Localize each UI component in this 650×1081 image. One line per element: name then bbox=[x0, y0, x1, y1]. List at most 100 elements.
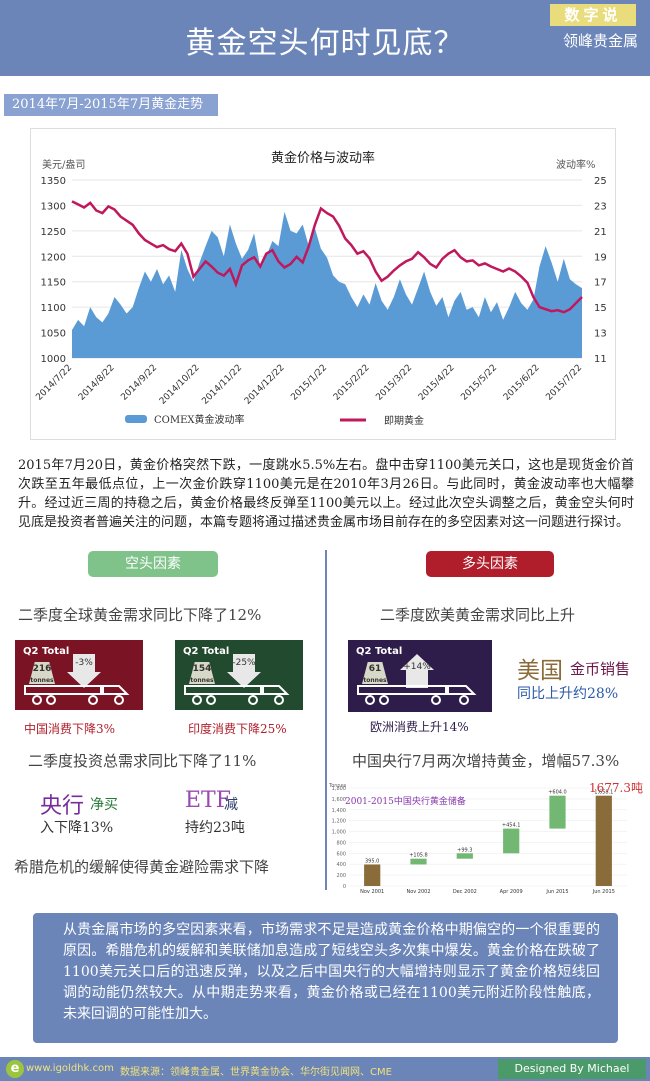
y-tick-label: 800 bbox=[336, 840, 346, 846]
y-tick-label: 200 bbox=[336, 873, 346, 879]
q2-total-label: Q2 Total bbox=[183, 646, 230, 657]
section-badge: 数字说 bbox=[550, 4, 636, 26]
central-bank-label: 央行 bbox=[40, 794, 85, 819]
period-label: 2014年7月-2015年7月黄金走势 bbox=[4, 94, 218, 116]
bear-headline-demand: 二季度全球黄金需求同比下降了12% bbox=[18, 606, 262, 624]
reserves-bar-label: +604.0 bbox=[548, 790, 567, 796]
x-tick-label: 2015/4/22 bbox=[417, 363, 457, 403]
bear-headline-greece: 希腊危机的缓解使得黄金避险需求下降 bbox=[14, 858, 270, 876]
tonnes-weight-icon: 61 tonnes bbox=[362, 662, 388, 684]
x-tick-label: 2015/5/22 bbox=[459, 363, 499, 403]
reserves-bar bbox=[456, 853, 473, 859]
bear-factors-title: 空头因素 bbox=[88, 551, 218, 577]
reserves-callout: 1677.3吨 bbox=[589, 781, 643, 795]
page-title: 黄金空头何时见底？ bbox=[185, 26, 465, 61]
left-tick-label: 1150 bbox=[41, 278, 66, 289]
india-caption: 印度消费下降25% bbox=[188, 722, 287, 736]
change-percent: +14% bbox=[403, 662, 431, 672]
x-tick-label: 2015/1/22 bbox=[289, 363, 329, 403]
designer-credit: Designed By Michael Wang bbox=[498, 1059, 646, 1079]
q2-total-label: Q2 Total bbox=[23, 646, 70, 657]
site-logo-icon: e bbox=[6, 1060, 24, 1078]
y-tick-label: 1,200 bbox=[332, 819, 346, 825]
etf-reduce-amount: 持约23吨 bbox=[185, 820, 245, 836]
bull-headline-demand: 二季度欧美黄金需求同比上升 bbox=[380, 606, 576, 624]
central-bank-net-buy: 净买 bbox=[90, 797, 118, 813]
tonnes-weight-icon: 216 tonnes bbox=[29, 662, 55, 684]
reserves-bar bbox=[595, 795, 612, 886]
x-tick-label: 2015/7/22 bbox=[544, 363, 584, 403]
left-tick-label: 1350 bbox=[41, 176, 66, 187]
right-tick-label: 13 bbox=[594, 329, 607, 340]
pboc-reserves-chart: 1,800 1,600 1,400 1,200 1,000 800 600 400 200 0 3… bbox=[327, 778, 647, 898]
gold-price-volatility-chart: 1350 25 1300 23 1250 21 1200 19 1150 17 1100 15 1050… bbox=[34, 150, 607, 427]
bull-headline-pboc: 中国央行7月两次增持黄金，增幅57.3% bbox=[352, 752, 620, 770]
y-tick-label: 1,800 bbox=[332, 786, 346, 792]
reserves-bar bbox=[410, 858, 427, 865]
left-tick-label: 1200 bbox=[41, 252, 66, 263]
central-bank-decline: 入下降13% bbox=[40, 820, 114, 836]
china-caption: 中国消费下降3% bbox=[24, 722, 116, 736]
x-tick-label: 2014/10/22 bbox=[158, 363, 202, 407]
x-tick-label: 2014/11/22 bbox=[200, 363, 244, 407]
reserves-bar-label: +99.3 bbox=[457, 847, 472, 853]
legend-swatch-volatility bbox=[125, 415, 147, 423]
usa-coin-sales: 金币销售 bbox=[570, 660, 631, 678]
reserves-category-label: Jun 2015 bbox=[592, 889, 615, 895]
etf-label: ETF bbox=[185, 788, 231, 813]
data-sources: 数据来源：领峰贵金属、世界黄金协会、华尔街见闻网、CME bbox=[120, 1067, 392, 1078]
europe-q2-card: Q2 Total 61 tonnes +14% bbox=[348, 640, 492, 712]
down-arrow-icon bbox=[227, 654, 261, 688]
reserves-bar-label: +454.1 bbox=[502, 823, 521, 829]
q2-total-label: Q2 Total bbox=[356, 646, 403, 657]
left-axis-label: 美元/盎司 bbox=[42, 158, 85, 171]
left-tick-label: 1050 bbox=[41, 329, 66, 340]
right-axis-label: 波动率% bbox=[556, 158, 596, 171]
etf-reduce: 减 bbox=[224, 797, 238, 813]
truck-icon bbox=[357, 685, 477, 705]
bear-headline-investment: 二季度投资总需求同比下降了11% bbox=[28, 752, 257, 770]
x-tick-label: 2014/8/22 bbox=[77, 363, 117, 403]
reserves-y-label: Tonnes bbox=[328, 783, 347, 789]
y-tick-label: 1,400 bbox=[332, 808, 346, 814]
y-tick-label: 0 bbox=[343, 884, 346, 890]
brand-name: 领峰贵金属 bbox=[562, 32, 638, 50]
up-arrow-icon bbox=[400, 654, 434, 688]
usa-label: 美国 bbox=[517, 658, 563, 684]
left-tick-label: 1100 bbox=[41, 303, 66, 314]
reserves-category-label: Nov 2002 bbox=[406, 889, 430, 895]
x-tick-label: 2015/3/22 bbox=[374, 363, 414, 403]
right-tick-label: 25 bbox=[594, 176, 607, 187]
site-link[interactable]: www.igoldhk.com bbox=[26, 1063, 114, 1074]
y-tick-label: 400 bbox=[336, 862, 346, 868]
reserves-bar-label: 1,658.1 bbox=[594, 790, 613, 796]
left-tick-label: 1250 bbox=[41, 227, 66, 238]
spot-gold-line bbox=[71, 200, 583, 314]
legend-label-volatility: COMEX黄金波动率 bbox=[154, 413, 245, 426]
y-tick-label: 1,000 bbox=[332, 830, 346, 836]
reserves-category-label: Apr 2009 bbox=[500, 889, 523, 895]
y-tick-label: 600 bbox=[336, 851, 346, 857]
intro-paragraph: 2015年7月20日，黄金价格突然下跌，一度跳水5.5%左右。盘中击穿1100美… bbox=[18, 458, 634, 530]
bull-factors-title: 多头因素 bbox=[426, 551, 554, 577]
truck-icon bbox=[24, 685, 130, 705]
right-tick-label: 23 bbox=[594, 201, 607, 212]
reserves-bar bbox=[503, 828, 520, 854]
x-tick-label: 2015/6/22 bbox=[502, 363, 542, 403]
header-banner bbox=[0, 0, 650, 76]
right-tick-label: 15 bbox=[594, 303, 607, 314]
x-tick-label: 2014/7/22 bbox=[34, 363, 74, 403]
summary-box: 从贵金属市场的多空因素来看，市场需求不足是造成黄金价格中期偏空的一个很重要的原因… bbox=[33, 913, 618, 1043]
tonnes-weight-icon: 154 tonnes bbox=[189, 662, 215, 684]
left-tick-label: 1000 bbox=[41, 354, 66, 365]
x-tick-label: 2014/9/22 bbox=[119, 363, 159, 403]
x-tick-label: 2014/12/22 bbox=[243, 363, 287, 407]
down-arrow-icon bbox=[67, 654, 101, 688]
change-percent: -3% bbox=[75, 658, 93, 668]
china-q2-card: Q2 Total 216 tonnes -3% bbox=[15, 640, 143, 710]
right-tick-label: 17 bbox=[594, 278, 607, 289]
right-tick-label: 21 bbox=[594, 227, 607, 238]
volatility-area bbox=[72, 211, 582, 358]
chart-title: 黄金价格与波动率 bbox=[271, 150, 375, 166]
reserves-category-label: Jun 2015 bbox=[545, 889, 568, 895]
